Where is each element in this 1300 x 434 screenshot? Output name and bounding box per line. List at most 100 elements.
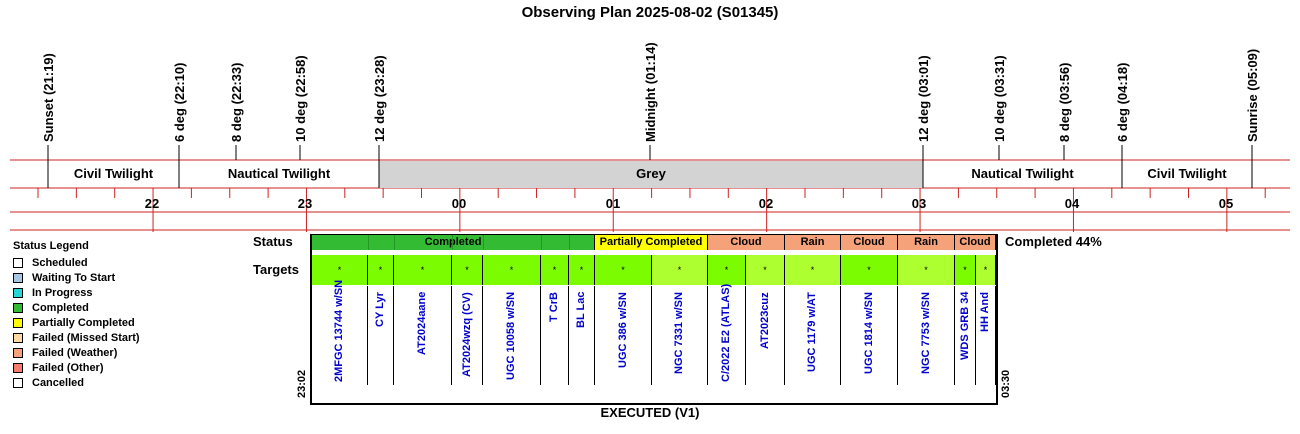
legend-swatch [13,257,23,268]
legend-item: Failed (Other) [13,361,104,374]
target-name-cell[interactable]: BL Lac [569,286,595,385]
legend-swatch [13,302,23,313]
target-cell[interactable]: * [976,255,996,285]
hour-label: 02 [758,196,774,211]
target-name-cell[interactable]: C/2022 E2 (ATLAS) [708,283,746,385]
legend-swatch [13,272,23,283]
target-name-cell[interactable]: CY Lyr [368,286,394,385]
target-cell[interactable]: * [312,255,368,285]
legend-item: Failed (Weather) [13,346,117,359]
status-divider [541,235,542,250]
legend-label: Cancelled [32,376,84,389]
status-segment: Partially Completed [595,235,708,250]
legend-label: Completed [32,301,89,314]
status-row-label: Status [253,234,293,249]
target-name-cell[interactable]: UGC 386 w/SN [595,286,652,385]
target-name: 2MFGC 13744 w/SN [333,279,345,382]
band-label: Civil Twilight [1147,166,1227,181]
status-segment: Cloud [708,235,785,250]
target-cell[interactable]: * [368,255,394,285]
hour-label: 03 [911,196,927,211]
legend-label: Partially Completed [32,316,135,329]
target-cell[interactable]: * [595,255,652,285]
band-label: Civil Twilight [73,166,154,181]
legend-item: Scheduled [13,256,88,269]
hour-label: 05 [1218,196,1234,211]
target-name: CY Lyr [374,292,386,327]
legend-label: Failed (Missed Start) [32,331,140,344]
hour-label: 01 [605,196,621,211]
band-label: Nautical Twilight [227,166,331,181]
status-divider [394,235,395,250]
target-name: UGC 1814 w/SN [862,292,875,374]
target-cell[interactable]: * [483,255,541,285]
target-cell[interactable]: * [541,255,569,285]
target-cell[interactable]: * [841,255,898,285]
status-segment: Cloud [841,235,898,250]
end-time: 03:30 [1000,369,1012,398]
target-name-cell[interactable]: UGC 10058 w/SN [483,286,541,385]
targets-row-label: Targets [253,262,299,277]
target-cell[interactable]: * [652,255,708,285]
target-name: UGC 10058 w/SN [505,291,517,380]
target-name-cell[interactable]: AT2023cuz [746,286,785,385]
target-name: WDS GRB 34 [958,291,971,360]
target-name-cell[interactable]: UGC 1179 w/AT [785,286,841,385]
target-name: HH And [979,292,991,332]
hour-label: 04 [1064,196,1080,211]
legend-item: Failed (Missed Start) [13,331,140,344]
target-name: UGC 386 w/SN [616,292,629,368]
legend-label: Failed (Other) [32,361,104,374]
target-name-cell[interactable]: NGC 7753 w/SN [898,286,955,385]
status-segment: Rain [898,235,955,250]
legend-item: Waiting To Start [13,271,115,284]
target-name-cell[interactable]: WDS GRB 34 [955,286,976,385]
status-divider [483,235,484,250]
legend-item: Completed [13,301,89,314]
grey-band [379,161,923,188]
hour-label: 22 [144,196,160,211]
target-name-cell[interactable]: AT2024wzq (CV) [452,286,483,385]
hour-label: 23 [297,196,313,211]
target-cell[interactable]: * [569,255,595,285]
legend-swatch [13,362,23,373]
legend-swatch [13,317,23,328]
target-cell[interactable]: * [955,255,976,285]
target-name: NGC 7331 w/SN [673,292,685,374]
status-segment: Cloud [955,235,996,250]
executed-label: EXECUTED (V1) [600,405,700,420]
target-name: AT2024wzq (CV) [460,292,473,377]
band-label: Nautical Twilight [971,166,1074,181]
hour-label: 00 [451,196,467,211]
target-cell[interactable]: * [452,255,483,285]
target-cell[interactable]: * [898,255,955,285]
legend-swatch [13,287,23,298]
target-name: T CrB [548,292,560,322]
legend-swatch [13,347,23,358]
legend-label: Failed (Weather) [32,346,118,359]
legend-item: Cancelled [13,376,84,389]
target-name-cell[interactable]: HH And [976,286,996,385]
plan-title: Observing Plan 2025-08-02 (S01345) [521,4,779,21]
target-name: C/2022 E2 (ATLAS) [720,283,732,382]
status-segment: Completed [312,235,595,250]
target-name: BL Lac [575,291,587,328]
status-divider [452,235,453,250]
target-name: UGC 1179 w/AT [806,292,818,372]
start-time: 23:02 [296,369,308,398]
target-cell[interactable]: * [394,255,452,285]
target-name-cell[interactable]: T CrB [541,286,569,385]
target-name-cell[interactable]: NGC 7331 w/SN [652,286,708,385]
band-label: Grey [636,166,666,181]
legend-item: In Progress [13,286,93,299]
target-cell[interactable]: * [708,255,746,285]
target-name-cell[interactable]: 2MFGC 13744 w/SN [312,280,368,385]
target-cell[interactable]: * [746,255,785,285]
target-name-cell[interactable]: AT2024aane [394,286,452,385]
target-cell[interactable]: * [785,255,841,285]
legend-label: In Progress [32,286,93,299]
target-name: AT2023cuz [758,292,771,349]
legend-label: Waiting To Start [32,271,116,284]
target-name-cell[interactable]: UGC 1814 w/SN [841,286,898,385]
